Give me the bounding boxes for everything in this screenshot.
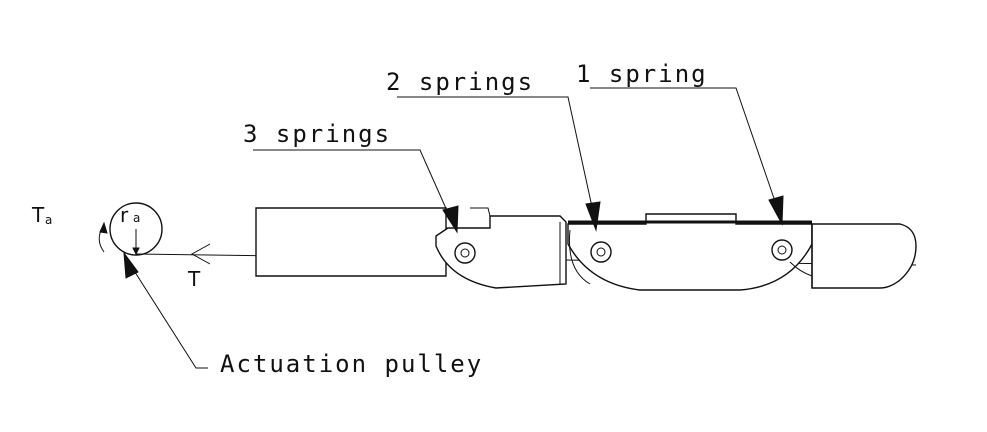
leader-1-spring (590, 87, 784, 226)
pulley-radius-arrow (132, 247, 140, 256)
proximal-phalanx (255, 207, 447, 277)
label-radius: r (120, 203, 129, 227)
label-radius-sub: a (133, 211, 140, 225)
label-torque-sub: a (45, 213, 52, 227)
leader-3-springs (253, 149, 459, 234)
label-2-springs: 2 springs (386, 68, 534, 96)
proximal-body (255, 207, 447, 277)
actuation-pulley (98, 202, 163, 256)
leader-3-arrowhead (442, 205, 459, 234)
leader-1-arrowhead (768, 195, 784, 226)
label-3-springs: 3 springs (243, 120, 391, 148)
link-1-cap (470, 207, 491, 217)
leader-pulley-arrowhead (123, 251, 139, 279)
leader-pulley (123, 251, 208, 369)
pin-3-outer (771, 239, 793, 261)
leader-2-line (397, 96, 595, 217)
pin-3-inner (777, 245, 787, 255)
leader-2-springs (397, 96, 601, 232)
tension-arrowhead (190, 243, 211, 265)
label-actuation-pulley: Actuation pulley (220, 350, 483, 378)
pin-2-outer (590, 241, 612, 263)
pin-1-inner (460, 248, 470, 258)
pin-2-inner (596, 247, 606, 257)
distal-phalanx (789, 223, 917, 289)
joint-pin-3 (771, 239, 793, 261)
label-tension: T (187, 267, 201, 291)
link-1-body (435, 215, 567, 289)
leader-1-line (590, 87, 779, 211)
leader-2-arrowhead (585, 201, 601, 232)
link-joint-1 (435, 207, 567, 289)
middle-left-curve (568, 229, 591, 285)
leader-3-line (253, 149, 453, 223)
joint-pin-2 (590, 241, 612, 263)
label-torque: T (31, 203, 45, 227)
torque-rotation-arrowhead (99, 221, 108, 234)
joint-pin-1 (454, 242, 476, 264)
distal-body (811, 223, 917, 289)
pin-1-outer (454, 242, 476, 264)
distal-joint-curve (789, 261, 813, 277)
leader-pulley-line (125, 257, 208, 369)
label-1-spring: 1 spring (576, 60, 708, 88)
